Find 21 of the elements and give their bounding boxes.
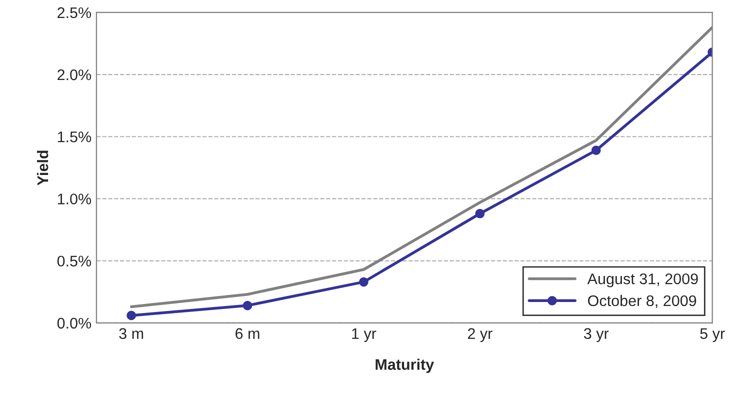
legend-label: August 31, 2009 — [587, 273, 698, 288]
y-tick-label: 0.5% — [57, 256, 92, 267]
x-tick-label: 2 yr — [468, 328, 492, 342]
y-tick-label: 2.5% — [58, 7, 92, 18]
legend-label: October 8, 2009 — [588, 294, 696, 308]
point — [475, 208, 485, 218]
point — [242, 300, 252, 310]
y-tick-label: 1.5% — [58, 132, 92, 142]
y-axis-title: Yield — [36, 150, 48, 186]
point — [126, 310, 136, 320]
x-tick-label: 5 yr — [700, 328, 725, 342]
x-tick-label: 3 yr — [584, 328, 609, 342]
point — [591, 146, 601, 155]
y-tick-label: 2.0% — [58, 69, 92, 80]
x-tick-label: 1 yr — [352, 328, 376, 342]
y-tick-label: 1.0% — [58, 194, 92, 204]
x-tick-label: 3 m — [119, 328, 144, 340]
y-tick-label: 0.0% — [57, 318, 92, 329]
point — [359, 277, 368, 287]
x-tick-label: 6 m — [236, 328, 260, 340]
x-axis-title: Maturity — [376, 358, 434, 373]
